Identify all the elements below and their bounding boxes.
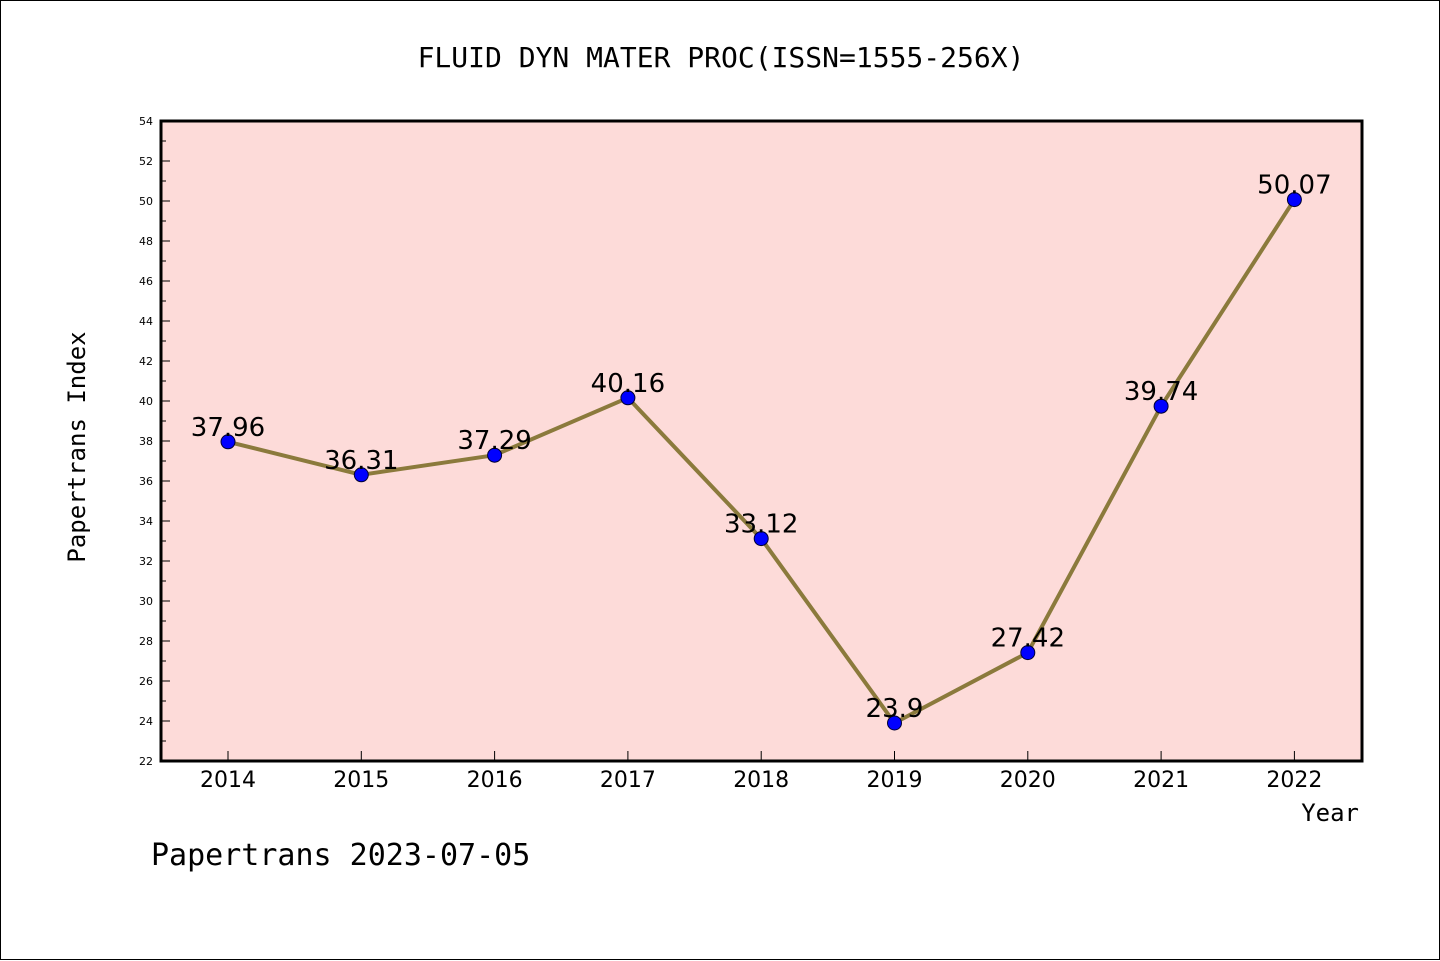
x-axis-label: Year bbox=[1301, 799, 1359, 827]
y-tick-label: 28 bbox=[139, 635, 153, 648]
series-papertrans-index bbox=[220, 192, 1302, 731]
x-tick-label: 2020 bbox=[1000, 768, 1056, 793]
data-label: 39.74 bbox=[1124, 377, 1198, 407]
plot-border bbox=[159, 119, 1364, 763]
x-tick-label: 2018 bbox=[733, 768, 789, 793]
x-tick-label: 2014 bbox=[200, 768, 256, 793]
x-tick-label: 2021 bbox=[1133, 768, 1189, 793]
data-point bbox=[887, 715, 902, 731]
x-tick-label: 2015 bbox=[333, 768, 389, 793]
y-tick-label: 22 bbox=[139, 755, 153, 768]
plot-area bbox=[161, 121, 1362, 761]
y-tick-label: 30 bbox=[139, 595, 153, 608]
chart-title: FLUID DYN MATER PROC(ISSN=1555-256X) bbox=[418, 41, 1025, 74]
data-label: 23.9 bbox=[866, 694, 924, 724]
data-label: 27.42 bbox=[991, 624, 1065, 654]
data-point bbox=[753, 531, 769, 547]
data-point bbox=[353, 467, 369, 483]
data-label: 40.16 bbox=[591, 369, 665, 399]
data-label: 50.07 bbox=[1257, 171, 1331, 201]
y-tick-label: 34 bbox=[139, 515, 153, 528]
x-tick-label: 2022 bbox=[1266, 768, 1322, 793]
data-label: 37.29 bbox=[457, 426, 531, 456]
x-axis: 2014 2015 2016 2017 2018 2019 2020 2021 2022 bbox=[200, 751, 1322, 793]
data-point bbox=[620, 390, 636, 406]
y-axis: 22 24 26 28 30 32 34 36 38 40 42 44 46 48 50 52 54 bbox=[139, 115, 170, 768]
data-point bbox=[220, 434, 236, 450]
y-tick-label: 38 bbox=[139, 435, 153, 448]
data-label: 36.31 bbox=[324, 446, 398, 476]
y-tick-label: 54 bbox=[139, 115, 153, 128]
y-tick-label: 24 bbox=[139, 715, 153, 728]
y-tick-label: 46 bbox=[139, 275, 153, 288]
y-tick-label: 32 bbox=[139, 555, 153, 568]
x-tick-label: 2019 bbox=[867, 768, 923, 793]
y-tick-label: 36 bbox=[139, 475, 153, 488]
y-tick-label: 42 bbox=[139, 355, 153, 368]
data-label: 33.12 bbox=[724, 510, 798, 540]
x-tick-label: 2016 bbox=[467, 768, 523, 793]
y-tick-label: 48 bbox=[139, 235, 153, 248]
data-point bbox=[1020, 645, 1036, 661]
x-tick-label: 2017 bbox=[600, 768, 656, 793]
data-point bbox=[1286, 192, 1302, 208]
y-axis-label: Papertrans Index bbox=[63, 331, 91, 562]
footer-date: Papertrans 2023-07-05 bbox=[151, 838, 530, 873]
y-tick-label: 52 bbox=[139, 155, 153, 168]
data-point bbox=[487, 447, 503, 463]
y-tick-label: 44 bbox=[139, 315, 153, 328]
data-point bbox=[1153, 398, 1169, 414]
data-labels: 37.96 36.31 37.29 40.16 33.12 23.9 27.42 39.74 5… bbox=[191, 171, 1332, 724]
y-tick-label: 50 bbox=[139, 195, 153, 208]
data-label: 37.96 bbox=[191, 413, 265, 443]
y-tick-label: 40 bbox=[139, 395, 153, 408]
y-tick-label: 26 bbox=[139, 675, 153, 688]
